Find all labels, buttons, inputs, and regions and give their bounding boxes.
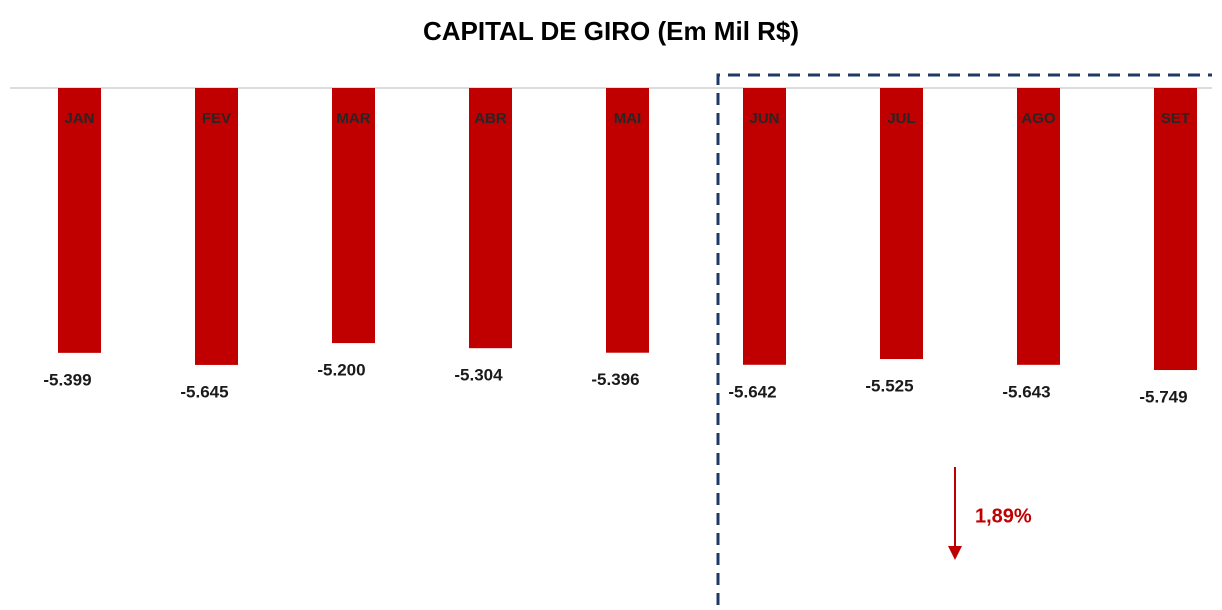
value-label: -5.645	[180, 382, 228, 401]
value-label: -5.525	[865, 377, 913, 396]
value-label: -5.396	[591, 370, 639, 389]
value-label: -5.642	[728, 382, 776, 401]
category-label: JUN	[749, 110, 779, 127]
category-label: JAN	[64, 110, 94, 127]
bar	[332, 88, 375, 344]
bar	[1017, 88, 1060, 365]
category-label: MAR	[336, 110, 370, 127]
bar	[743, 88, 786, 365]
value-label: -5.304	[454, 366, 503, 385]
bar	[58, 88, 101, 353]
bar	[880, 88, 923, 360]
value-label: -5.643	[1002, 382, 1050, 401]
category-label: AGO	[1021, 110, 1056, 127]
category-label: JUL	[887, 110, 915, 127]
chart-title: CAPITAL DE GIRO (Em Mil R$)	[423, 16, 799, 46]
value-label: -5.200	[317, 361, 365, 380]
value-label: -5.399	[43, 370, 91, 389]
category-label: FEV	[202, 110, 231, 127]
bar	[469, 88, 512, 349]
bar	[606, 88, 649, 353]
value-label: -5.749	[1139, 388, 1187, 407]
trend-arrowhead	[948, 546, 962, 560]
category-label: ABR	[474, 110, 507, 127]
bar	[1154, 88, 1197, 371]
highlight-box	[716, 73, 1212, 605]
bar	[195, 88, 238, 365]
category-label: SET	[1161, 110, 1190, 127]
category-label: MAI	[614, 110, 642, 127]
annotation: 1,89%	[975, 505, 1032, 527]
